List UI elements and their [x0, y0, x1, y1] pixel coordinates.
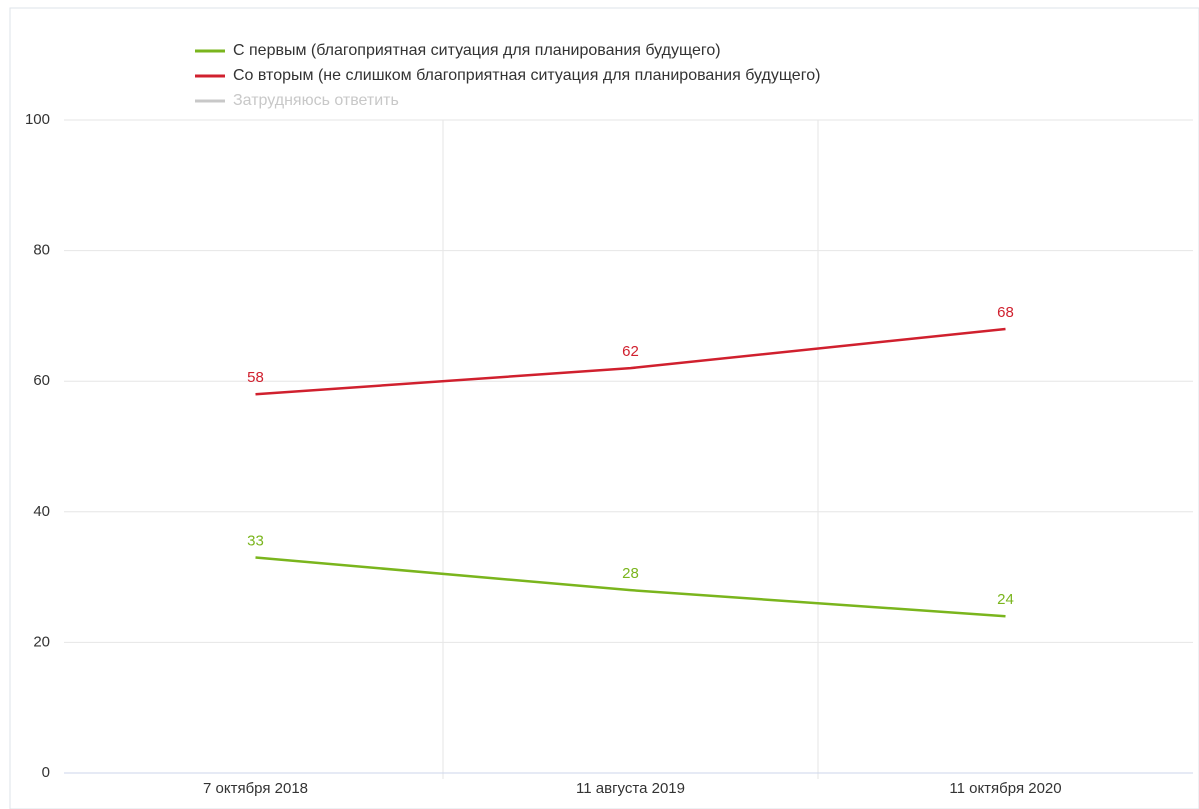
legend-label[interactable]: Со вторым (не слишком благоприятная ситу… [233, 67, 820, 84]
data-label: 28 [622, 565, 639, 582]
x-tick-label: 7 октября 2018 [203, 780, 308, 797]
data-label: 33 [247, 532, 264, 549]
legend-label[interactable]: Затрудняюсь ответить [233, 92, 399, 109]
data-label: 58 [247, 369, 264, 386]
data-label: 24 [997, 591, 1014, 608]
series-line [255, 556, 1006, 618]
data-label: 68 [997, 304, 1014, 321]
y-tick-label: 100 [25, 111, 50, 128]
y-tick-label: 60 [33, 372, 50, 389]
data-label: 62 [622, 343, 639, 360]
y-tick-label: 80 [33, 242, 50, 259]
series-line [255, 327, 1006, 396]
y-tick-label: 20 [33, 633, 50, 650]
x-tick-label: 11 августа 2019 [576, 780, 685, 797]
panel [9, 7, 1199, 809]
y-tick-label: 0 [42, 764, 50, 781]
legend-label[interactable]: С первым (благоприятная ситуация для пла… [233, 42, 721, 59]
x-tick-label: 11 октября 2020 [949, 780, 1061, 797]
y-tick-label: 40 [33, 503, 50, 520]
